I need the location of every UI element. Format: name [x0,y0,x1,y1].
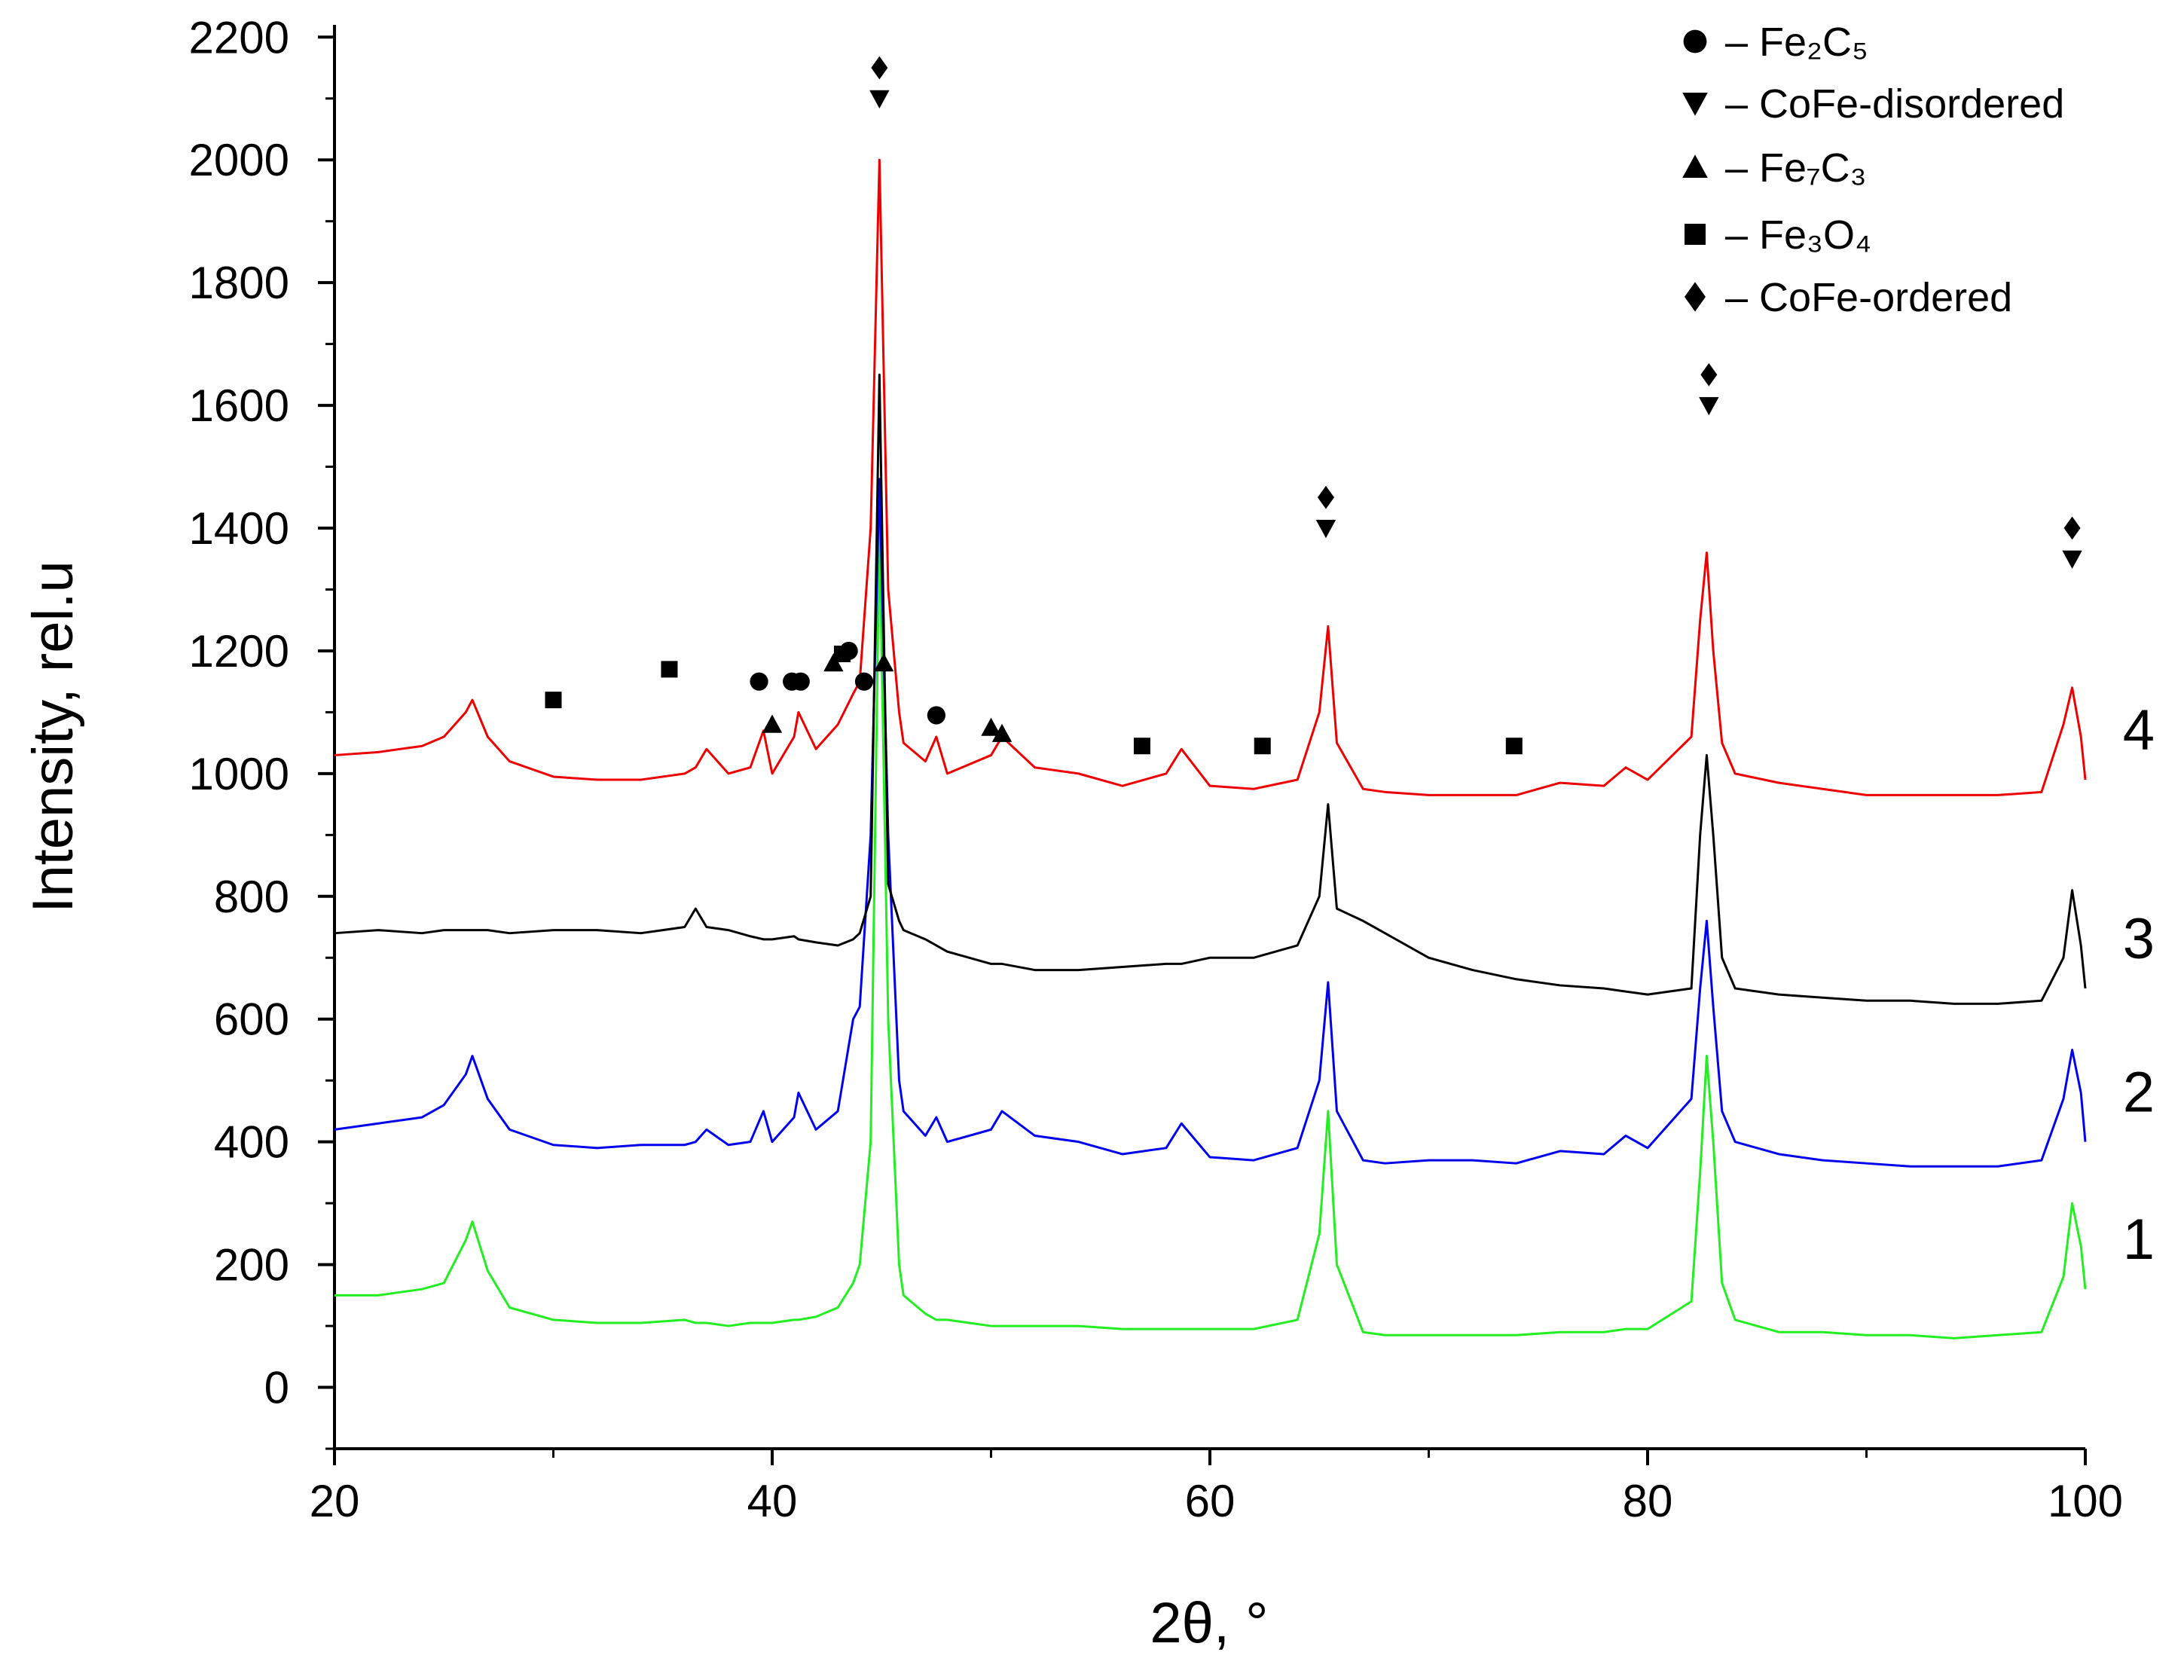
y-tick-label: 200 [214,1240,289,1291]
phase-marker [661,661,678,678]
phase-marker [854,672,874,691]
xrd-curve [334,478,2087,1168]
phase-marker [762,714,783,733]
xrd-curve [334,527,2087,1339]
y-tick-label: 1000 [189,749,289,799]
phase-marker [1699,397,1719,416]
phase-marker [873,653,894,672]
xrd-curve [334,158,2087,796]
legend-label: – Fe₇C₃ [1725,145,1867,191]
curve-label: 1 [2123,1208,2155,1272]
phase-marker [1315,520,1336,539]
phase-marker [791,672,810,691]
y-tick-label: 600 [214,994,289,1045]
x-axis-title: 2θ, ° [1150,1591,1268,1655]
phase-marker [1254,738,1271,755]
phase-marker [2062,550,2082,569]
xrd-curve [334,373,2087,1005]
legend-label: – Fe₃O₄ [1725,212,1871,258]
y-tick-label: 2200 [189,12,289,63]
phase-marker [871,56,888,80]
legend-label: – Fe₂C₅ [1725,20,1868,65]
y-tick-label: 1400 [189,503,289,554]
legend-symbol [1685,282,1706,312]
phase-marker [545,692,562,709]
phase-marker [750,672,768,691]
legend-symbol [1682,154,1708,178]
x-tick-label: 60 [1185,1476,1236,1526]
y-axis-title: Intensity, rel.u [21,561,85,912]
legend-symbol [1683,29,1707,53]
y-tick-label: 400 [214,1117,289,1168]
phase-marker [1133,738,1150,755]
y-tick-label: 800 [214,872,289,922]
legend-label: – CoFe-ordered [1725,275,2012,320]
x-tick-label: 20 [310,1476,360,1526]
y-tick-label: 1200 [189,626,289,677]
curve-label: 2 [2123,1061,2155,1125]
y-tick-label: 2000 [189,135,289,185]
x-tick-label: 100 [2048,1476,2123,1526]
legend-symbol [1682,93,1708,116]
legend-symbol [1685,224,1706,245]
phase-marker [927,706,945,725]
phase-marker [981,717,1001,736]
phase-marker [839,641,858,661]
curve-label: 3 [2123,907,2155,971]
phase-marker [991,723,1013,742]
y-tick-label: 1800 [189,258,289,308]
phase-marker [1317,485,1334,509]
curve-label: 4 [2123,698,2155,762]
phase-marker [2063,516,2081,540]
phase-marker [823,653,844,672]
x-tick-label: 80 [1623,1476,1673,1526]
x-tick-label: 40 [747,1476,798,1526]
legend-label: – CoFe-disordered [1725,81,2064,127]
phase-marker [1505,738,1523,755]
phase-marker [1700,362,1718,386]
y-tick-label: 1600 [189,380,289,431]
phase-marker [869,90,890,108]
y-tick-label: 0 [264,1363,289,1413]
